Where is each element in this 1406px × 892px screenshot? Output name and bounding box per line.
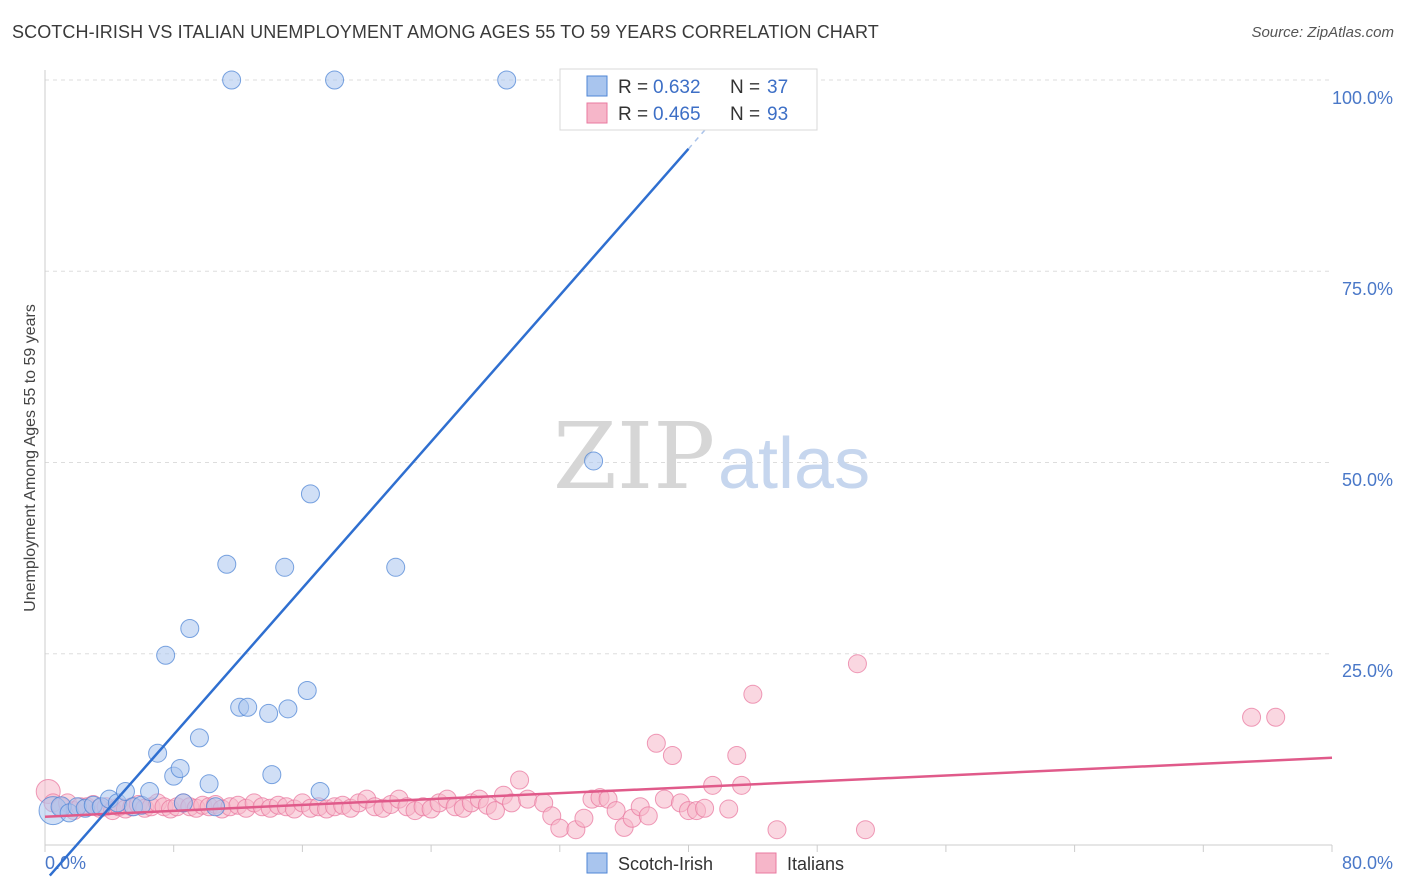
italians-point: [510, 770, 530, 790]
scotch-irish-point: [386, 557, 406, 577]
italians-point: [695, 798, 715, 818]
scotch-irish-point: [189, 728, 209, 748]
italians-point: [550, 818, 570, 838]
legend-swatch-scotch-irish: [586, 75, 608, 97]
italians-point: [638, 806, 658, 826]
italians-point: [1242, 707, 1262, 727]
italians-trend-line: [44, 756, 1333, 818]
italians-point: [743, 684, 763, 704]
stats-legend: R = 0.632 N = 37 R = 0.465 N = 93: [559, 68, 818, 131]
series-legend-swatch-scotch-irish: [586, 852, 608, 874]
scotch-irish-point: [297, 680, 317, 700]
scotch-irish-point: [325, 70, 345, 90]
legend-n-label-italians: N =: [730, 104, 760, 125]
scotch-irish-point: [140, 781, 160, 801]
italians-point: [662, 745, 682, 765]
legend-r-value-italians: 0.465: [653, 104, 701, 125]
italians-point: [855, 820, 875, 840]
italians-point: [485, 801, 505, 821]
italians-point: [518, 789, 538, 809]
series-scotch-irish-points: [38, 70, 604, 826]
x-tick-label-max: 80.0%: [1342, 853, 1393, 873]
series-legend-swatch-italians: [755, 852, 777, 874]
italians-point: [847, 654, 867, 674]
scotch-irish-point: [278, 699, 298, 719]
legend-r-label-scotch-irish: R =: [618, 77, 648, 98]
y-tick-label-100: 100.0%: [1332, 88, 1393, 108]
y-tick-label-50: 50.0%: [1342, 470, 1393, 490]
scotch-irish-point: [584, 451, 604, 471]
scotch-irish-point: [497, 70, 517, 90]
watermark-atlas: atlas: [718, 424, 870, 504]
legend-swatch-italians: [586, 102, 608, 124]
scotch-irish-point: [156, 645, 176, 665]
x-axis-ticks: [44, 845, 1333, 852]
series-italians-points: [35, 654, 1286, 840]
scotch-irish-point: [262, 765, 282, 785]
legend-r-value-scotch-irish: 0.632: [653, 77, 701, 98]
italians-point: [606, 801, 626, 821]
legend-r-label-italians: R =: [618, 104, 648, 125]
italians-point: [646, 733, 666, 753]
series-legend-label-italians: Italians: [787, 854, 844, 874]
scotch-irish-point: [173, 793, 193, 813]
scotch-irish-point: [300, 484, 320, 504]
legend-n-value-italians: 93: [767, 104, 788, 125]
scotch-irish-trend-line: [48, 148, 690, 877]
scotch-irish-point: [217, 554, 237, 574]
legend-n-value-scotch-irish: 37: [767, 77, 788, 98]
italians-point: [574, 808, 594, 828]
legend-n-label-scotch-irish: N =: [730, 77, 760, 98]
scotch-irish-point: [310, 781, 330, 801]
scotch-irish-point: [180, 619, 200, 639]
scotch-irish-point: [170, 759, 190, 778]
series-legend: Scotch-Irish Italians: [586, 852, 844, 874]
scotch-irish-point: [199, 774, 219, 794]
y-axis-label: Unemployment Among Ages 55 to 59 years: [22, 304, 39, 612]
scotch-irish-point: [206, 797, 226, 817]
source-credit: Source: ZipAtlas.com: [1251, 24, 1394, 41]
scotch-irish-point: [222, 70, 242, 90]
chart-title: SCOTCH-IRISH VS ITALIAN UNEMPLOYMENT AMO…: [12, 22, 879, 42]
scotch-irish-point: [275, 557, 295, 577]
watermark-zip: ZIP: [553, 403, 715, 510]
y-tick-label-75: 75.0%: [1342, 279, 1393, 299]
scotch-irish-point: [259, 703, 279, 723]
series-legend-label-scotch-irish: Scotch-Irish: [618, 854, 713, 874]
italians-point: [1266, 707, 1286, 727]
gridlines: [45, 79, 1332, 655]
italians-point: [719, 799, 739, 819]
italians-point: [654, 789, 674, 809]
y-tick-label-25: 25.0%: [1342, 661, 1393, 681]
italians-point: [767, 820, 787, 840]
italians-point: [727, 745, 747, 765]
scotch-irish-point: [238, 697, 258, 717]
